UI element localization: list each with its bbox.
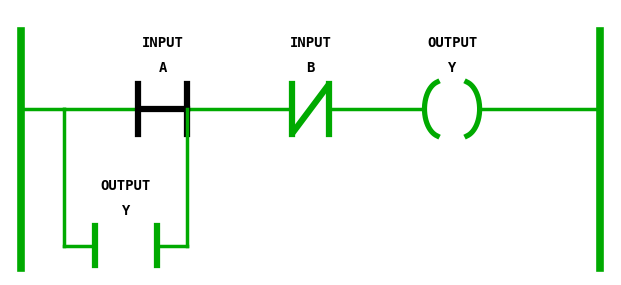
Text: INPUT: INPUT [289,36,332,50]
Text: INPUT: INPUT [142,36,184,50]
Text: Y: Y [448,62,456,76]
Text: A: A [158,62,167,76]
Text: OUTPUT: OUTPUT [101,179,151,193]
Text: B: B [306,62,315,76]
Text: OUTPUT: OUTPUT [427,36,477,50]
Text: Y: Y [122,204,130,218]
